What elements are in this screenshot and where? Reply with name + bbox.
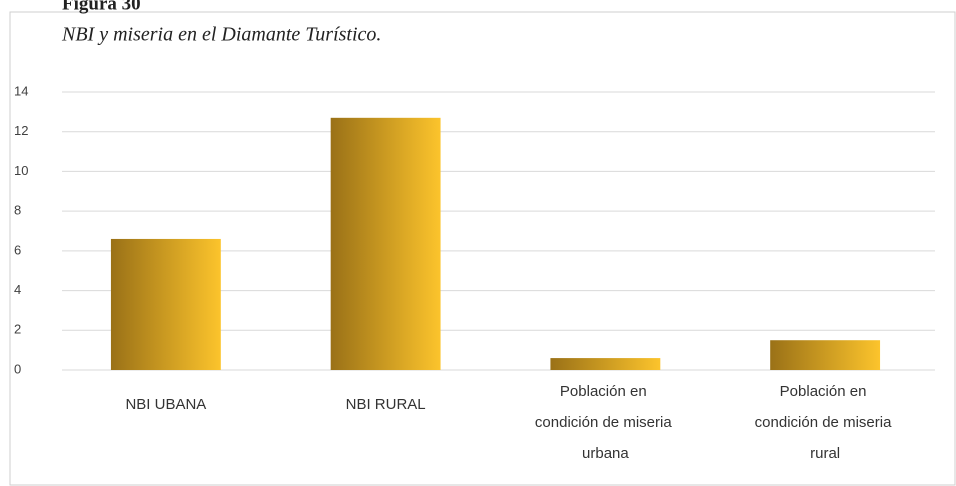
y-tick-label: 4 — [14, 282, 21, 297]
chart-subtitle: NBI y miseria en el Diamante Turístico. — [61, 24, 381, 46]
x-tick-label: Población en condición de miseria rural — [755, 383, 896, 462]
bar — [110, 238, 221, 370]
y-tick-label: 12 — [14, 123, 28, 138]
x-tick-label: NBI RURAL — [346, 396, 426, 413]
x-tick-label: Población en condición de miseria urbana — [535, 383, 676, 462]
y-tick-label: 2 — [14, 322, 21, 337]
bar — [550, 358, 661, 370]
x-tick-label: NBI UBANA — [125, 396, 206, 413]
frame — [9, 11, 956, 486]
y-tick-label: 0 — [14, 361, 21, 376]
bar — [330, 117, 441, 370]
y-tick-label: 8 — [14, 203, 21, 218]
bar — [770, 340, 881, 370]
y-tick-label: 6 — [14, 242, 21, 257]
y-tick-label: 10 — [14, 163, 28, 178]
y-tick-label: 14 — [14, 83, 28, 98]
chart-title: Figura 30 — [62, 0, 141, 14]
